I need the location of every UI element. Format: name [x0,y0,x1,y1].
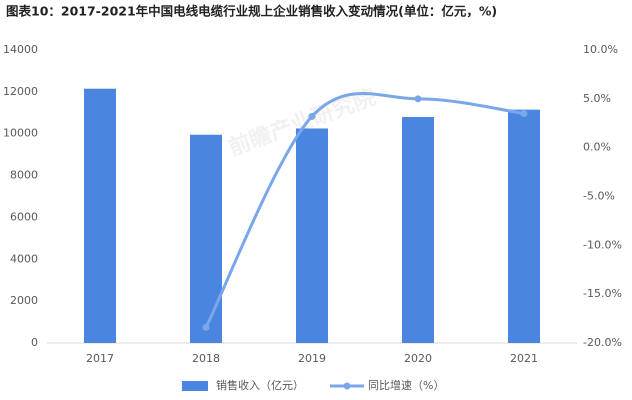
legend-swatch [343,382,351,390]
y-tick-label: 10000 [3,127,38,140]
y2-tick-label: 10.0% [583,43,618,56]
bar [402,116,434,343]
x-tick-label: 2018 [192,352,220,365]
chart-title: 图表10：2017-2021年中国电线电缆行业规上企业销售收入变动情况(单位：亿… [6,4,497,19]
legend-label: 销售收入（亿元） [216,378,304,392]
y-tick-label: 4000 [10,252,38,265]
y2-tick-label: 5.0% [583,92,611,105]
y-tick-label: 2000 [10,294,38,307]
line-marker [308,112,316,120]
y2-tick-label: -10.0% [583,238,622,251]
y-tick-label: 6000 [10,210,38,223]
y2-tick-label: -5.0% [583,190,615,203]
y-tick-label: 12000 [3,85,38,98]
y-tick-label: 0 [31,336,38,349]
legend-swatch [182,381,208,391]
y2-tick-label: -20.0% [583,336,622,349]
line-marker [520,109,528,117]
y-tick-label: 8000 [10,169,38,182]
bar [84,88,116,343]
y2-tick-label: -15.0% [583,287,622,300]
y2-tick-label: 0.0% [583,141,611,154]
legend-label: 同比增速（%） [368,378,444,392]
line-marker [202,323,210,331]
bar [508,109,540,344]
x-tick-label: 2021 [510,352,538,365]
y-tick-label: 14000 [3,43,38,56]
x-tick-label: 2019 [298,352,326,365]
x-tick-label: 2020 [404,352,432,365]
line [204,92,525,329]
line-marker [414,95,422,103]
x-tick-label: 2017 [86,352,114,365]
bar [296,128,328,343]
bar [190,134,222,343]
